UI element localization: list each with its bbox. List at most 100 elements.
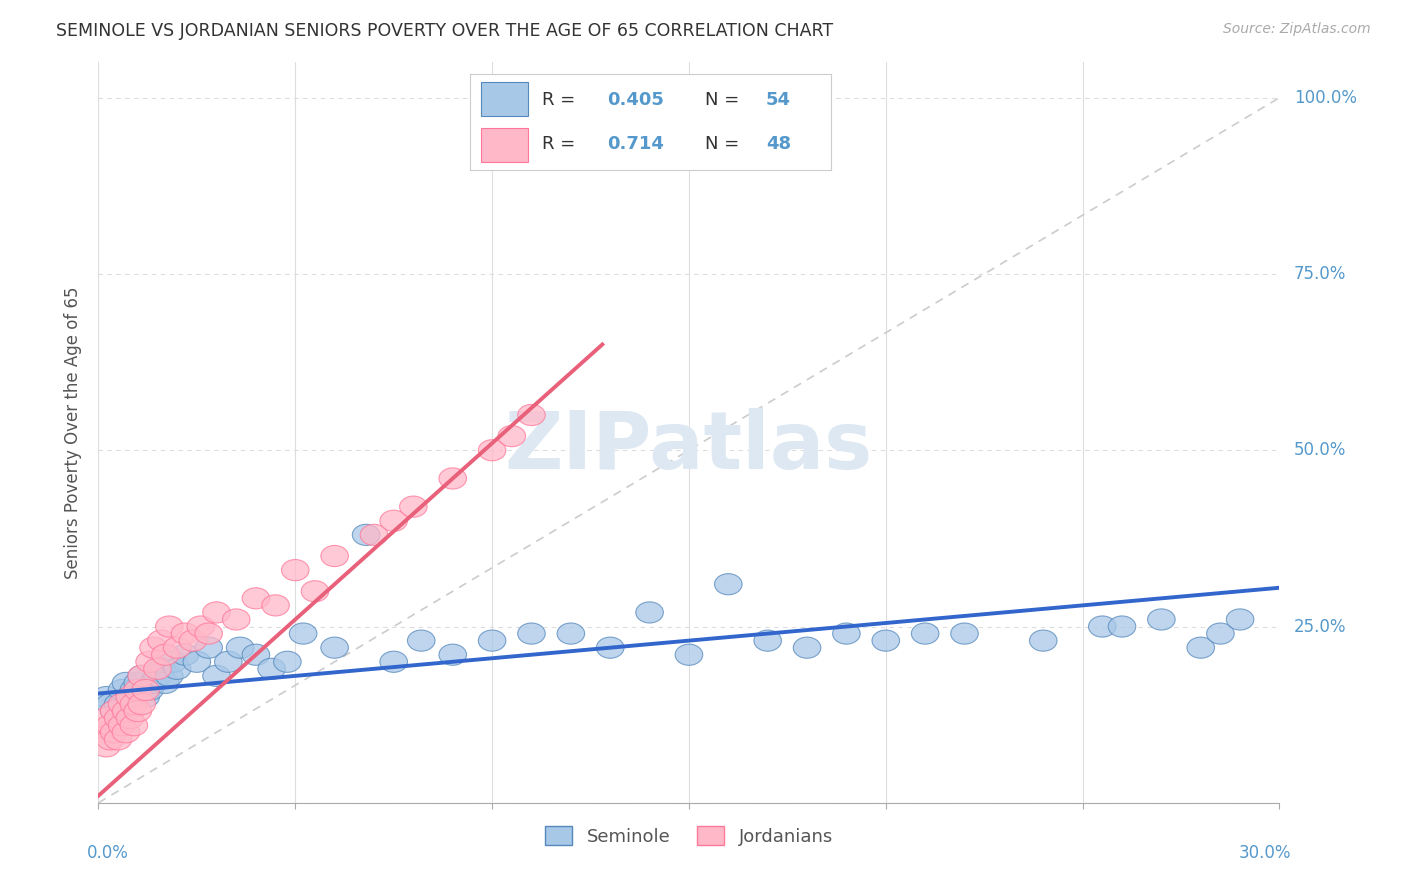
Ellipse shape xyxy=(321,545,349,566)
Ellipse shape xyxy=(97,714,124,736)
Ellipse shape xyxy=(478,440,506,461)
Ellipse shape xyxy=(257,658,285,680)
Ellipse shape xyxy=(128,665,156,687)
Ellipse shape xyxy=(89,722,117,743)
Ellipse shape xyxy=(281,559,309,581)
Ellipse shape xyxy=(1226,609,1254,630)
Ellipse shape xyxy=(714,574,742,595)
Ellipse shape xyxy=(93,736,120,757)
Ellipse shape xyxy=(143,665,172,687)
Ellipse shape xyxy=(360,524,388,545)
Ellipse shape xyxy=(179,630,207,651)
Ellipse shape xyxy=(1206,623,1234,644)
Ellipse shape xyxy=(183,651,211,673)
Ellipse shape xyxy=(439,644,467,665)
Ellipse shape xyxy=(108,680,136,700)
Ellipse shape xyxy=(1187,637,1215,658)
Text: 30.0%: 30.0% xyxy=(1239,844,1291,862)
Text: Source: ZipAtlas.com: Source: ZipAtlas.com xyxy=(1223,22,1371,37)
Ellipse shape xyxy=(222,609,250,630)
Ellipse shape xyxy=(380,510,408,532)
Legend: Seminole, Jordanians: Seminole, Jordanians xyxy=(537,819,841,853)
Ellipse shape xyxy=(1088,616,1116,637)
Ellipse shape xyxy=(152,673,179,693)
Ellipse shape xyxy=(104,707,132,729)
Ellipse shape xyxy=(1029,630,1057,651)
Ellipse shape xyxy=(215,651,242,673)
Text: 50.0%: 50.0% xyxy=(1294,442,1346,459)
Ellipse shape xyxy=(100,700,128,722)
Ellipse shape xyxy=(132,680,159,700)
Ellipse shape xyxy=(148,658,176,680)
Ellipse shape xyxy=(120,680,148,700)
Ellipse shape xyxy=(120,693,148,714)
Ellipse shape xyxy=(128,693,156,714)
Ellipse shape xyxy=(128,665,156,687)
Ellipse shape xyxy=(93,707,120,729)
Text: 25.0%: 25.0% xyxy=(1294,617,1346,635)
Ellipse shape xyxy=(557,623,585,644)
Ellipse shape xyxy=(159,651,187,673)
Ellipse shape xyxy=(1147,609,1175,630)
Ellipse shape xyxy=(675,644,703,665)
Ellipse shape xyxy=(112,673,139,693)
Text: 75.0%: 75.0% xyxy=(1294,265,1346,283)
Ellipse shape xyxy=(100,722,128,743)
Ellipse shape xyxy=(911,623,939,644)
Ellipse shape xyxy=(172,644,198,665)
Ellipse shape xyxy=(290,623,316,644)
Ellipse shape xyxy=(163,637,191,658)
Ellipse shape xyxy=(353,524,380,545)
Ellipse shape xyxy=(163,658,191,680)
Ellipse shape xyxy=(156,665,183,687)
Ellipse shape xyxy=(262,595,290,616)
Text: 100.0%: 100.0% xyxy=(1294,88,1357,107)
Ellipse shape xyxy=(202,602,231,623)
Ellipse shape xyxy=(321,637,349,658)
Ellipse shape xyxy=(136,680,163,700)
Ellipse shape xyxy=(172,623,198,644)
Ellipse shape xyxy=(152,644,179,665)
Ellipse shape xyxy=(139,637,167,658)
Ellipse shape xyxy=(408,630,434,651)
Ellipse shape xyxy=(139,673,167,693)
Ellipse shape xyxy=(517,404,546,425)
Ellipse shape xyxy=(242,644,270,665)
Ellipse shape xyxy=(226,637,254,658)
Ellipse shape xyxy=(104,693,132,714)
Ellipse shape xyxy=(478,630,506,651)
Ellipse shape xyxy=(124,680,152,700)
Ellipse shape xyxy=(950,623,979,644)
Ellipse shape xyxy=(832,623,860,644)
Ellipse shape xyxy=(187,616,215,637)
Ellipse shape xyxy=(399,496,427,517)
Y-axis label: Seniors Poverty Over the Age of 65: Seniors Poverty Over the Age of 65 xyxy=(65,286,83,579)
Ellipse shape xyxy=(132,687,159,707)
Ellipse shape xyxy=(754,630,782,651)
Ellipse shape xyxy=(156,616,183,637)
Text: SEMINOLE VS JORDANIAN SENIORS POVERTY OVER THE AGE OF 65 CORRELATION CHART: SEMINOLE VS JORDANIAN SENIORS POVERTY OV… xyxy=(56,22,834,40)
Ellipse shape xyxy=(117,687,143,707)
Ellipse shape xyxy=(872,630,900,651)
Ellipse shape xyxy=(112,722,139,743)
Ellipse shape xyxy=(124,700,152,722)
Ellipse shape xyxy=(195,637,222,658)
Ellipse shape xyxy=(380,651,408,673)
Ellipse shape xyxy=(242,588,270,609)
Ellipse shape xyxy=(136,651,163,673)
Ellipse shape xyxy=(301,581,329,602)
Ellipse shape xyxy=(589,87,616,108)
Ellipse shape xyxy=(93,687,120,707)
Ellipse shape xyxy=(104,729,132,750)
Ellipse shape xyxy=(195,623,222,644)
Ellipse shape xyxy=(498,425,526,447)
Ellipse shape xyxy=(97,693,124,714)
Ellipse shape xyxy=(274,651,301,673)
Ellipse shape xyxy=(100,700,128,722)
Ellipse shape xyxy=(1108,616,1136,637)
Ellipse shape xyxy=(108,714,136,736)
Ellipse shape xyxy=(148,630,176,651)
Ellipse shape xyxy=(202,665,231,687)
Ellipse shape xyxy=(636,602,664,623)
Ellipse shape xyxy=(117,707,143,729)
